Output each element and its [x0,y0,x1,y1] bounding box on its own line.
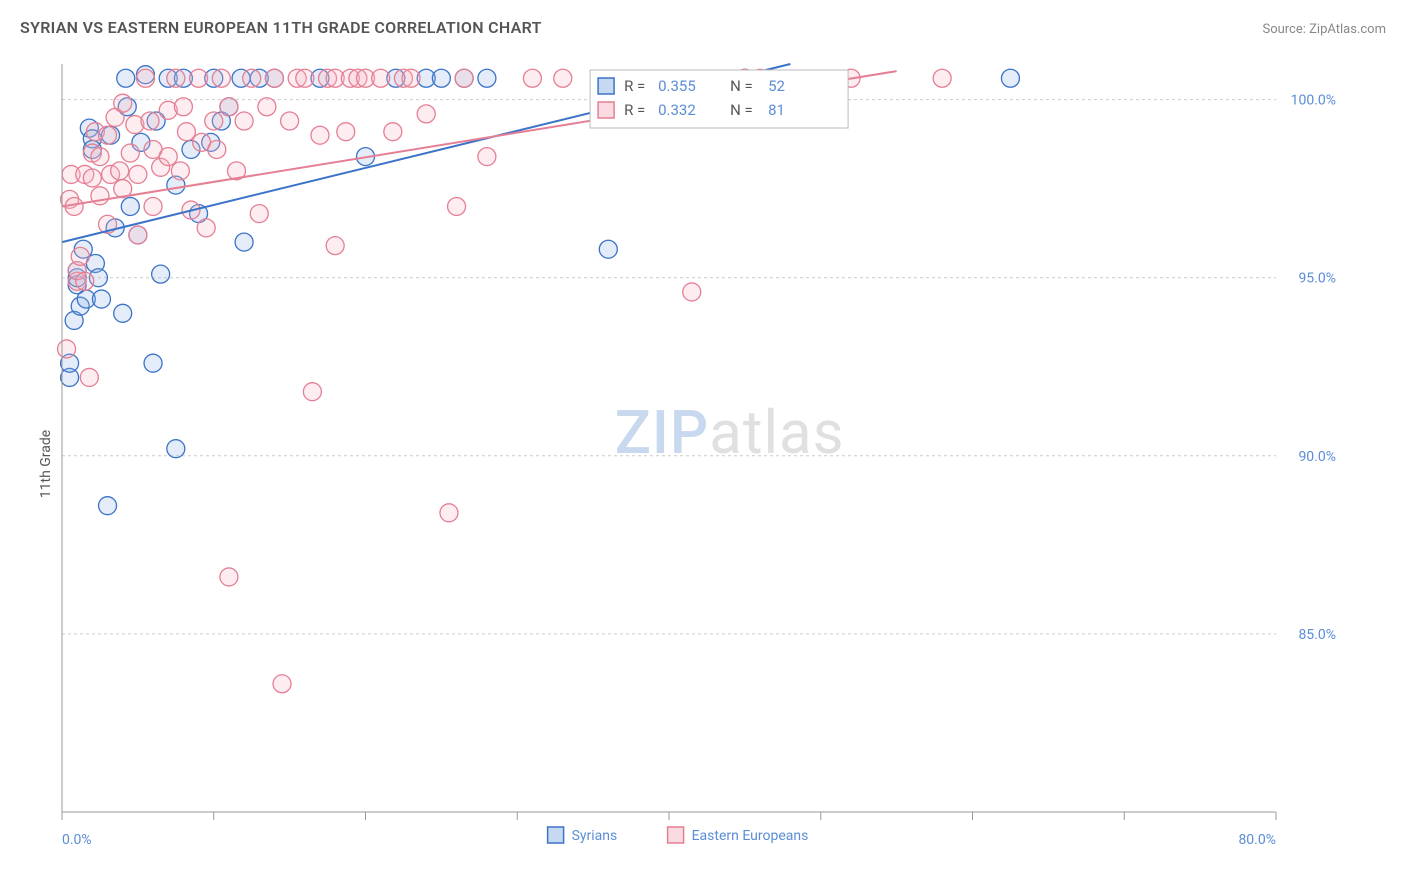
legend-swatch [668,827,684,843]
data-point [71,247,89,265]
data-point [402,69,420,87]
data-point [58,340,76,358]
data-point [235,233,253,251]
data-point [296,69,314,87]
data-point [478,69,496,87]
svg-text:90.0%: 90.0% [1298,449,1336,465]
svg-text:0.332: 0.332 [658,101,696,119]
data-point [250,205,268,223]
svg-text:0.0%: 0.0% [62,832,92,848]
data-point [167,69,185,87]
svg-text:80.0%: 80.0% [1238,832,1276,848]
chart-area: 11th Grade 85.0% 90.0% 95.0% 100.0% ZIPatlas… [20,56,1386,872]
data-point [92,290,110,308]
data-point [303,383,321,401]
svg-text:0.355: 0.355 [658,77,696,95]
data-point [273,675,291,693]
data-point [129,165,147,183]
data-point [141,112,159,130]
header: SYRIAN VS EASTERN EUROPEAN 11TH GRADE CO… [20,18,1386,37]
data-point [523,69,541,87]
data-point [76,272,94,290]
data-point [478,148,496,166]
data-point [159,148,177,166]
legend-swatch [598,78,614,94]
chart-title: SYRIAN VS EASTERN EUROPEAN 11TH GRADE CO… [20,18,542,37]
data-point [258,98,276,116]
svg-text:R =: R = [624,101,645,119]
data-point [99,126,117,144]
data-point [91,148,109,166]
data-point [121,144,139,162]
data-point [220,98,238,116]
data-point [554,69,572,87]
source-label: Source: ZipAtlas.com [1262,22,1386,37]
data-point [235,112,253,130]
data-point [243,69,261,87]
data-point [167,440,185,458]
data-point [440,504,458,522]
y-axis-label: 11th Grade [38,430,54,498]
data-point [144,354,162,372]
data-point [1001,69,1019,87]
svg-text:85.0%: 85.0% [1298,627,1336,643]
svg-text:N =: N = [730,101,753,119]
data-point [197,219,215,237]
data-point [111,162,129,180]
data-point [432,69,450,87]
data-point [933,69,951,87]
data-point [417,105,435,123]
data-point [177,123,195,141]
data-point [220,568,238,586]
data-point [136,69,154,87]
data-point [99,497,117,515]
data-point [337,123,355,141]
legend-swatch [598,102,614,118]
data-point [144,197,162,215]
scatter-chart: 85.0% 90.0% 95.0% 100.0% ZIPatlas 0.0% 80.0% R … [20,56,1386,872]
legend-swatch [548,827,564,843]
svg-text:R =: R = [624,77,645,95]
data-point [121,197,139,215]
data-point [114,94,132,112]
data-point [190,69,208,87]
data-point [372,69,390,87]
data-point [212,69,230,87]
data-point [326,237,344,255]
data-point [208,140,226,158]
data-point [281,112,299,130]
data-point [129,226,147,244]
data-point [80,368,98,386]
data-point [683,283,701,301]
data-point [174,98,192,116]
legend-label: Syrians [572,828,618,844]
data-point [152,265,170,283]
svg-text:100.0%: 100.0% [1291,93,1336,109]
svg-text:52: 52 [768,77,785,95]
svg-text:N =: N = [730,77,753,95]
data-point [114,304,132,322]
data-point [455,69,473,87]
data-point [117,69,135,87]
data-point [171,162,189,180]
data-point [599,240,617,258]
data-point [205,112,223,130]
svg-text:95.0%: 95.0% [1298,271,1336,287]
data-point [448,197,466,215]
data-point [265,69,283,87]
data-point [384,123,402,141]
data-point [83,169,101,187]
svg-text:ZIPatlas: ZIPatlas [615,397,845,468]
svg-text:81: 81 [768,101,785,119]
legend-label: Eastern Europeans [692,828,809,844]
data-point [311,126,329,144]
